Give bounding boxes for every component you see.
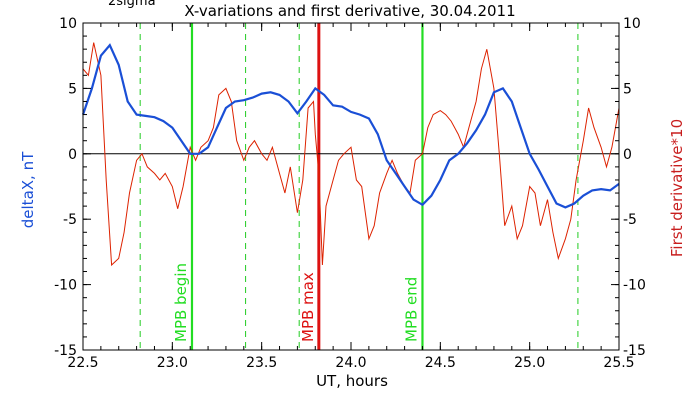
chart-title: X-variations and first derivative, 30.04… bbox=[184, 2, 515, 20]
y-tick-label-right: 5 bbox=[623, 81, 632, 97]
y-axis-label-left: deltaX, nT bbox=[19, 151, 37, 228]
x-tick-label: 22.5 bbox=[67, 355, 98, 371]
x-tick-label: 23.0 bbox=[157, 355, 188, 371]
series-line-deltax bbox=[81, 43, 620, 209]
y-tick-label-left: -15 bbox=[54, 343, 77, 359]
y-tick-label-right: 10 bbox=[623, 16, 641, 32]
mpb-labels-layer: MPB begin MPB max MPB end bbox=[172, 263, 420, 342]
y-tick-label-left: -10 bbox=[54, 278, 77, 294]
y-tick-label-left: -5 bbox=[63, 212, 77, 228]
y-tick-label-left: 10 bbox=[59, 16, 77, 32]
dashed-lines-layer bbox=[139, 23, 579, 350]
x-axis-label: UT, hours bbox=[316, 372, 388, 390]
y-tick-label-right: -15 bbox=[623, 343, 646, 359]
mpb-marker-label: MPB begin bbox=[172, 263, 190, 342]
ticks-layer: 22.5 23.0 23.5 24.0 24.5 25.0 25.5 10 10 5 5 0 0 -5 -5… bbox=[54, 16, 646, 371]
x-tick-label: 23.5 bbox=[246, 355, 277, 371]
y-tick-label-right: 0 bbox=[623, 147, 632, 163]
x-tick-label: 25.5 bbox=[603, 355, 634, 371]
corner-label: 2sigma bbox=[108, 0, 156, 9]
x-tick-label: 24.5 bbox=[425, 355, 456, 371]
series-line-first-derivative bbox=[82, 42, 620, 267]
x-tick-label: 25.0 bbox=[514, 355, 545, 371]
y-tick-label-left: 0 bbox=[68, 147, 77, 163]
x-tick-label: 24.0 bbox=[335, 355, 366, 371]
y-tick-label-right: -5 bbox=[623, 212, 637, 228]
y-tick-label-right: -10 bbox=[623, 278, 646, 294]
y-tick-label-left: 5 bbox=[68, 81, 77, 97]
plot-frame bbox=[82, 22, 620, 351]
y-axis-label-right: First derivative*10 bbox=[668, 119, 686, 257]
mpb-marker-label: MPB end bbox=[402, 277, 420, 342]
mpb-marker-label: MPB max bbox=[299, 272, 317, 342]
